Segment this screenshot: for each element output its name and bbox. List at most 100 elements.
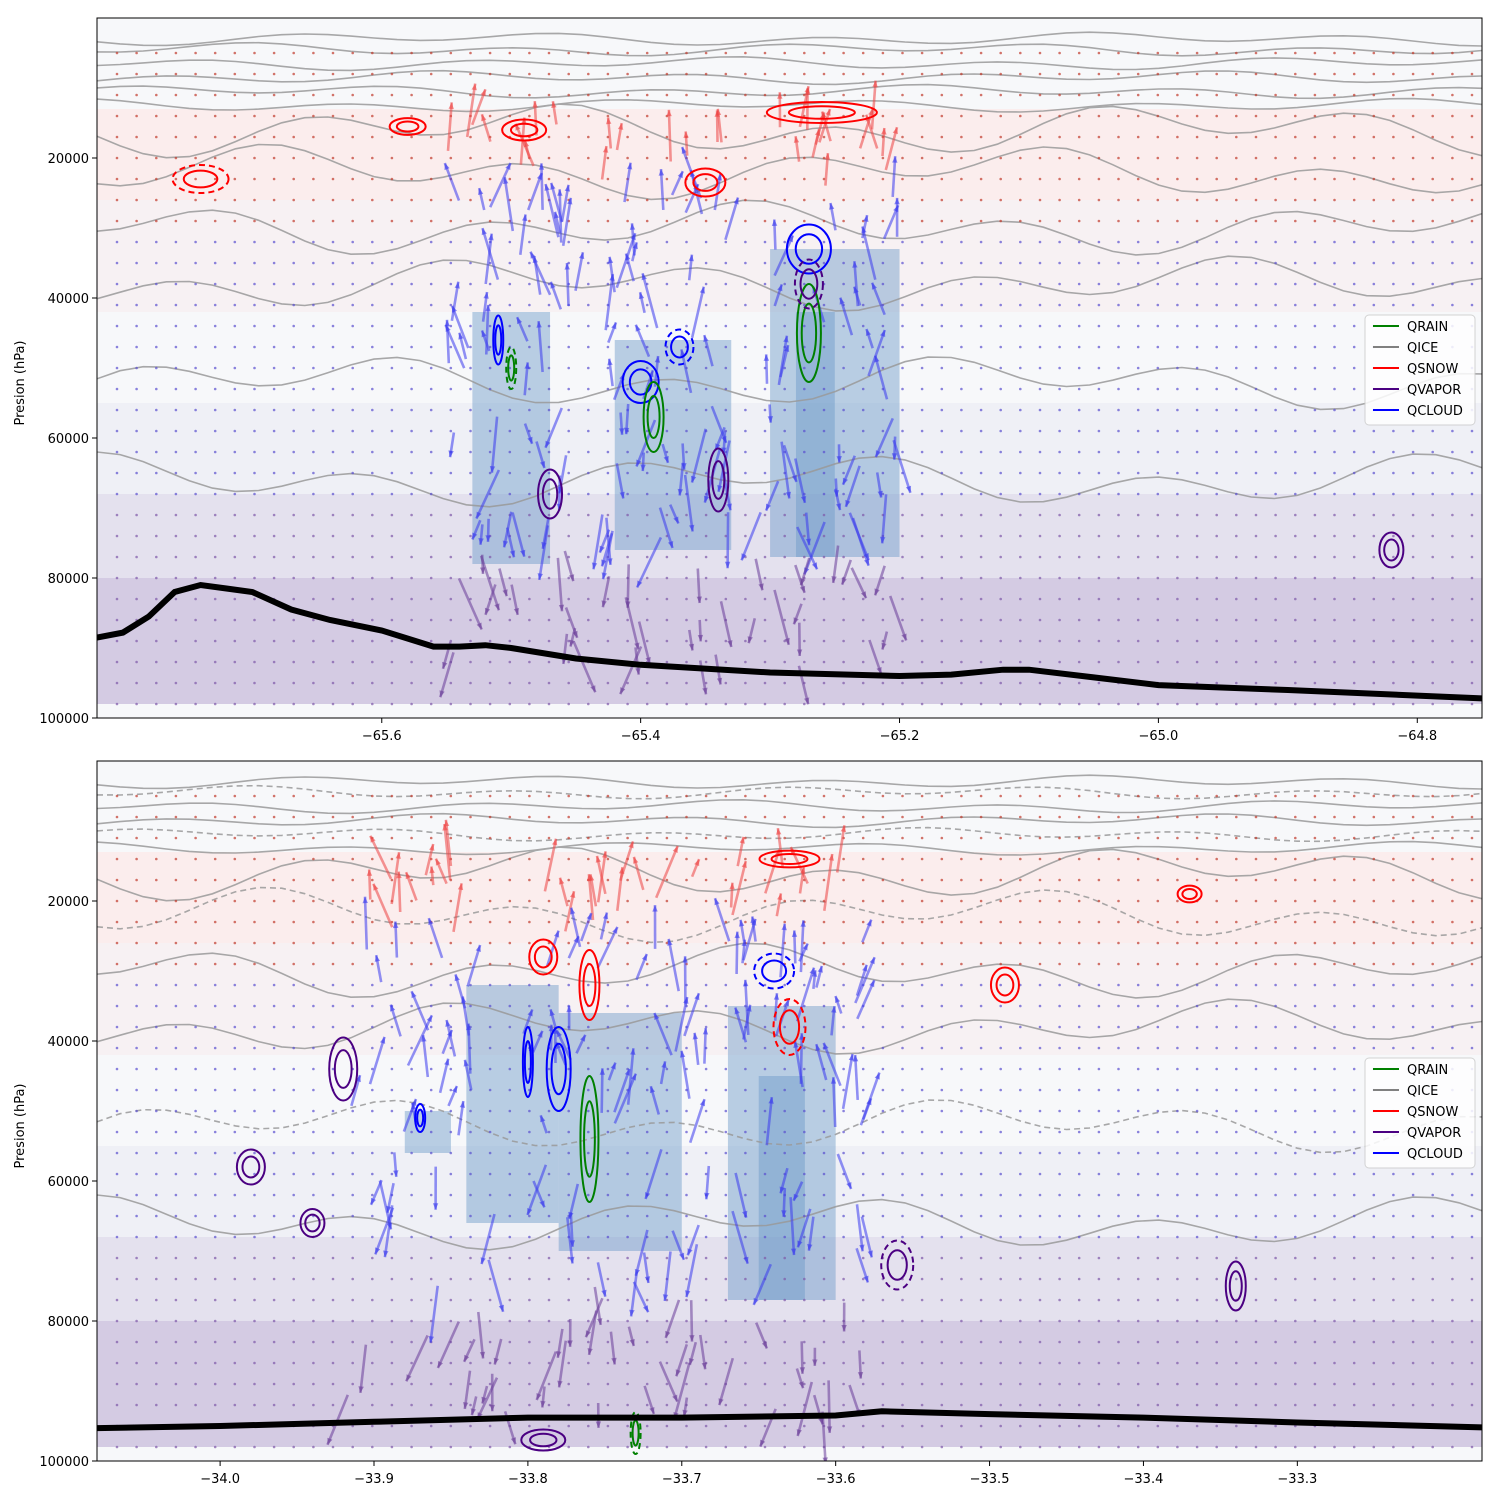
wind-vector-dot [901,1235,904,1239]
wind-vector-dot [233,1214,237,1218]
wind-vector-dot [665,156,669,160]
wind-vector-dot [861,1424,865,1428]
plot-area [97,761,1482,1461]
wind-vector-dot [1451,1382,1454,1386]
wind-vector-dot [213,1109,217,1113]
wind-vector-dot [1215,324,1218,328]
wind-vector-dot [1215,1109,1218,1113]
wind-vector-dot [999,702,1002,706]
wind-vector-dot [1372,794,1376,798]
wind-vector-dot [940,941,944,945]
wind-vector-dot [1215,471,1218,475]
wind-vector-dot [213,93,217,97]
wind-vector-dot [508,1172,512,1176]
wind-vector-dot [881,219,885,223]
wind-vector-dot [547,93,551,97]
wind-vector-dot [390,555,394,559]
wind-vector-dot [1411,576,1415,580]
wind-vector-dot [155,1151,158,1155]
wind-vector-dot [115,794,119,798]
wind-vector-dot [685,387,688,391]
wind-vector-dot [410,492,413,496]
wind-vector-dot [410,387,413,391]
wind-vector-dot [371,450,374,454]
wind-vector-dot [1176,1319,1179,1323]
wind-vector-dot [1254,1151,1258,1155]
wind-vector-dot [842,1403,845,1407]
wind-vector-dot [901,920,904,924]
wind-vector-dot [1254,1298,1258,1302]
wind-vector-dot [665,387,669,391]
wind-vector-dot [253,1004,256,1008]
wind-vector-dot [1451,1361,1454,1365]
wind-vector-dot [1431,1046,1434,1050]
wind-vector-dot [174,618,178,622]
wind-vector-dot [429,576,433,580]
wind-vector-dot [253,534,256,538]
wind-vector-dot [940,303,944,307]
wind-vector-dot [587,198,590,202]
wind-vector-dot [1058,1319,1061,1323]
wind-vector-dot [1235,345,1238,349]
wind-vector-dot [1333,681,1336,685]
wind-vector-dot [822,51,826,55]
wind-vector-dot [665,324,669,328]
wind-vector-dot [1274,471,1277,475]
wind-vector-dot [174,492,178,496]
wind-vector-dot [783,836,786,840]
wind-vector-dot [1038,366,1042,370]
wind-vector-dot [488,1256,492,1260]
wind-vector-dot [135,1004,138,1008]
wind-vector-dot [135,240,138,244]
wind-vector-dot [999,1172,1002,1176]
wind-vector-dot [1058,1025,1061,1029]
wind-vector-dot [547,219,551,223]
wind-vector-dot [842,1067,845,1071]
wind-vector-dot [312,177,315,181]
wind-vector-dot [1038,345,1042,349]
wind-vector-dot [842,492,845,496]
wind-vector-dot [626,450,629,454]
wind-vector-dot [1019,93,1022,97]
wind-vector-dot [272,1277,276,1281]
wind-vector-dot [1097,198,1101,202]
wind-vector-dot [312,1004,315,1008]
wind-vector-dot [1038,983,1042,987]
wind-vector-dot [292,555,296,559]
wind-vector-dot [429,345,433,349]
wind-vector-dot [920,513,924,517]
species-contour [171,164,230,194]
wind-vector-dot [960,198,963,202]
wind-vector-dot [1254,1193,1258,1197]
wind-vector-dot [312,1382,315,1386]
wind-vector-dot [1058,1214,1061,1218]
wind-vector-dot [920,135,924,139]
wind-vector-dot [469,618,472,622]
wind-vector-dot [587,1046,590,1050]
wind-vector-dot [1333,387,1336,391]
wind-vector-dot [704,156,708,160]
wind-vector-dot [1274,492,1277,496]
wind-vector-dot [1235,177,1238,181]
wind-vector-dot [1392,1172,1395,1176]
wind-vector-dot [1058,1172,1061,1176]
wind-vector-dot [213,1046,217,1050]
wind-vector-dot [606,920,610,924]
wind-vector-dot [920,1382,924,1386]
wind-vector-dot [1313,660,1317,664]
wind-vector-dot [744,261,747,265]
wind-vector-dot [1136,836,1140,840]
qice-contour-line [97,356,1482,411]
wind-vector-dot [528,345,531,349]
wind-vector-dot [1470,660,1474,664]
wind-vector-dot [1097,639,1101,643]
wind-vector-dot [744,51,747,55]
wind-vector-dot [587,1025,590,1029]
wind-vector-dot [861,240,865,244]
wind-vector-dot [1451,794,1454,798]
wind-vector-dot [920,1340,924,1344]
wind-vector-dot [1156,177,1160,181]
wind-vector-dot [901,492,904,496]
wind-vector-dot [449,282,453,286]
wind-vector-dot [1019,1193,1022,1197]
